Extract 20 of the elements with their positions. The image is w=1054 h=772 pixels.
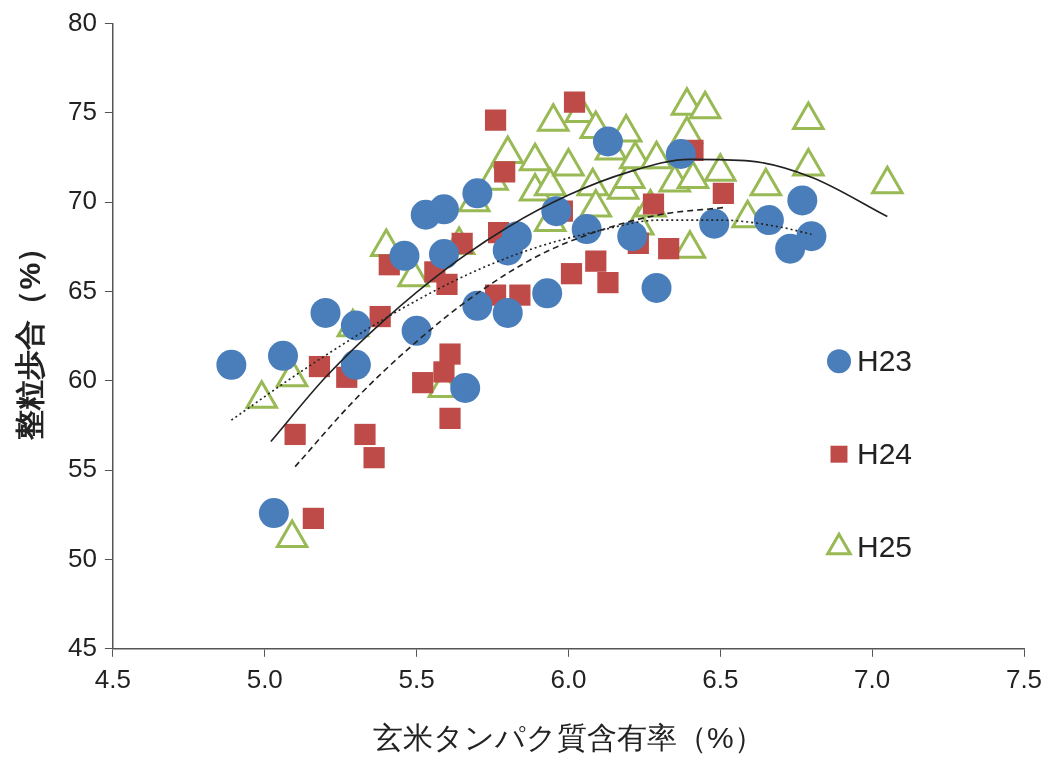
y-axis-title: 整粒歩合（%） [13, 232, 47, 441]
y-tick-label: 45 [68, 631, 97, 662]
legend-label: H24 [857, 437, 913, 471]
y-tick-label: 70 [68, 185, 97, 216]
legend-label: H23 [857, 344, 913, 378]
y-tick-label: 80 [68, 6, 97, 37]
y-tick-label: 50 [68, 542, 97, 573]
x-tick-label: 5.0 [246, 663, 283, 694]
x-tick-label: 4.5 [94, 663, 131, 694]
legend-label: H25 [857, 530, 913, 564]
y-tick-label: 60 [68, 364, 97, 395]
x-tick-label: 5.5 [398, 663, 435, 694]
y-tick-label: 75 [68, 96, 97, 127]
x-tick-label: 6.5 [702, 663, 739, 694]
x-axis-title: 玄米タンパク質含有率（%） [373, 721, 764, 755]
y-tick-label: 65 [68, 274, 97, 305]
y-tick-label: 55 [68, 453, 97, 484]
x-tick-label: 7.5 [1005, 663, 1043, 694]
x-tick-label: 6.0 [550, 663, 587, 694]
x-tick-label: 7.0 [854, 663, 891, 694]
